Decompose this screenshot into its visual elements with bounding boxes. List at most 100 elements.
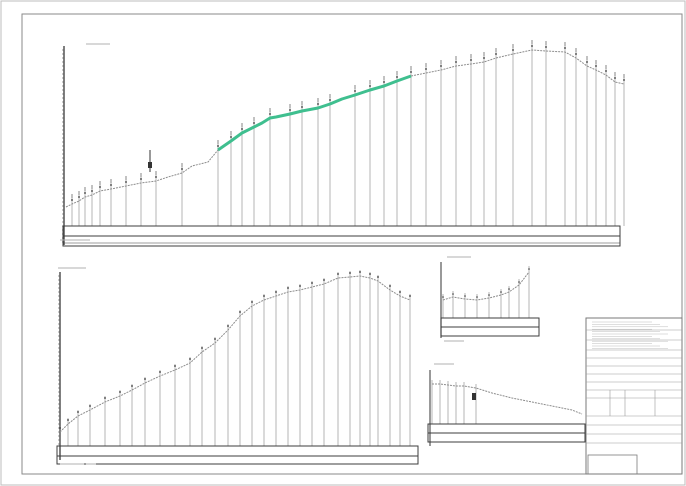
lower-left-design-point [174,365,176,367]
main-design-point [317,103,319,105]
lower-left-design-point [359,271,361,273]
main-design-point [495,53,497,55]
main-design-point [425,68,427,70]
lower-left-design-point [349,272,351,274]
lower-left-design-point [239,311,241,313]
lower-left-design-point [263,295,265,297]
lower-left-design-point [399,291,401,293]
main-design-point [605,70,607,72]
main-design-point [470,59,472,61]
main-design-point [595,65,597,67]
main-design-point [253,122,255,124]
small-upper-design-point [500,291,502,293]
main-design-point [455,61,457,63]
lower-left-design-point [337,273,339,275]
main-design-point [623,79,625,81]
main-design-point [99,186,101,188]
lower-left-design-point [409,295,411,297]
main-design-point [564,47,566,49]
lower-left-design-point [159,371,161,373]
main-design-point [369,85,371,87]
main-design-points [71,40,625,201]
main-scale-ticks [62,49,64,243]
main-design-point [125,181,127,183]
small-lower-marker [472,393,476,400]
main-design-point [181,168,183,170]
small-upper-design-point [488,294,490,296]
main-design-point [301,106,303,108]
main-design-point [354,90,356,92]
lower-left-design-point [201,347,203,349]
main-marker-box [148,162,152,168]
main-design-point [217,145,219,147]
main-design-point [140,178,142,180]
small-upper-design-point [508,288,510,290]
title-block-frame [585,317,683,475]
main-highlighted-segment [217,74,412,152]
main-design-point [410,71,412,73]
small-upper-design-point [528,268,530,270]
main-design-point [396,76,398,78]
profile-small-lower [427,370,586,446]
caption-marks [58,43,471,465]
lower-left-scale-ticks [58,275,60,445]
lower-left-design-point [59,427,61,429]
main-design-point [78,196,80,198]
small-upper-design-point [476,296,478,298]
lower-left-design-point [77,411,79,413]
lower-left-design-point [119,391,121,393]
profile-lower-left [56,270,419,465]
main-design-point [71,199,73,201]
lower-left-ground-line [59,275,411,433]
lower-left-design-point [311,282,313,284]
lower-left-design-point [131,385,133,387]
lower-left-design-point [323,279,325,281]
lower-left-design-points [59,271,411,429]
small-upper-design-point [518,281,520,283]
main-design-point [614,77,616,79]
lower-left-design-point [275,291,277,293]
small-lower-station-lines [431,380,477,424]
main-design-point [512,49,514,51]
small-upper-ground-line [442,271,530,301]
main-design-point [575,53,577,55]
lower-left-design-point [377,276,379,278]
lower-left-design-point [144,378,146,380]
title-block-rows [586,321,682,444]
main-design-point [329,99,331,101]
lower-left-design-point [89,405,91,407]
main-design-point [155,176,157,178]
small-upper-design-point [464,295,466,297]
main-design-point [586,61,588,63]
inner-frame [21,13,683,475]
main-design-point [531,45,533,47]
main-design-point [545,46,547,48]
profile-main [62,40,625,247]
main-design-point [91,190,93,192]
lower-left-design-point [104,397,106,399]
title-block-stamp [587,454,638,475]
lower-left-design-point [299,285,301,287]
title-block [585,317,683,475]
lower-left-station-lines [59,270,411,446]
main-design-point [269,113,271,115]
main-design-point [110,184,112,186]
lower-left-design-point [389,285,391,287]
profile-small-upper [440,262,540,338]
lower-left-design-point [251,301,253,303]
small-upper-design-point [452,293,454,295]
main-design-point [483,57,485,59]
main-design-point [84,192,86,194]
lower-left-design-point [67,419,69,421]
lower-left-design-point [287,287,289,289]
lower-left-data-table [56,445,419,465]
main-design-point [440,65,442,67]
lower-left-design-point [214,338,216,340]
main-design-point [289,109,291,111]
main-design-point [383,81,385,83]
main-station-lines [71,44,625,226]
main-design-point [230,136,232,138]
lower-left-design-point [369,273,371,275]
